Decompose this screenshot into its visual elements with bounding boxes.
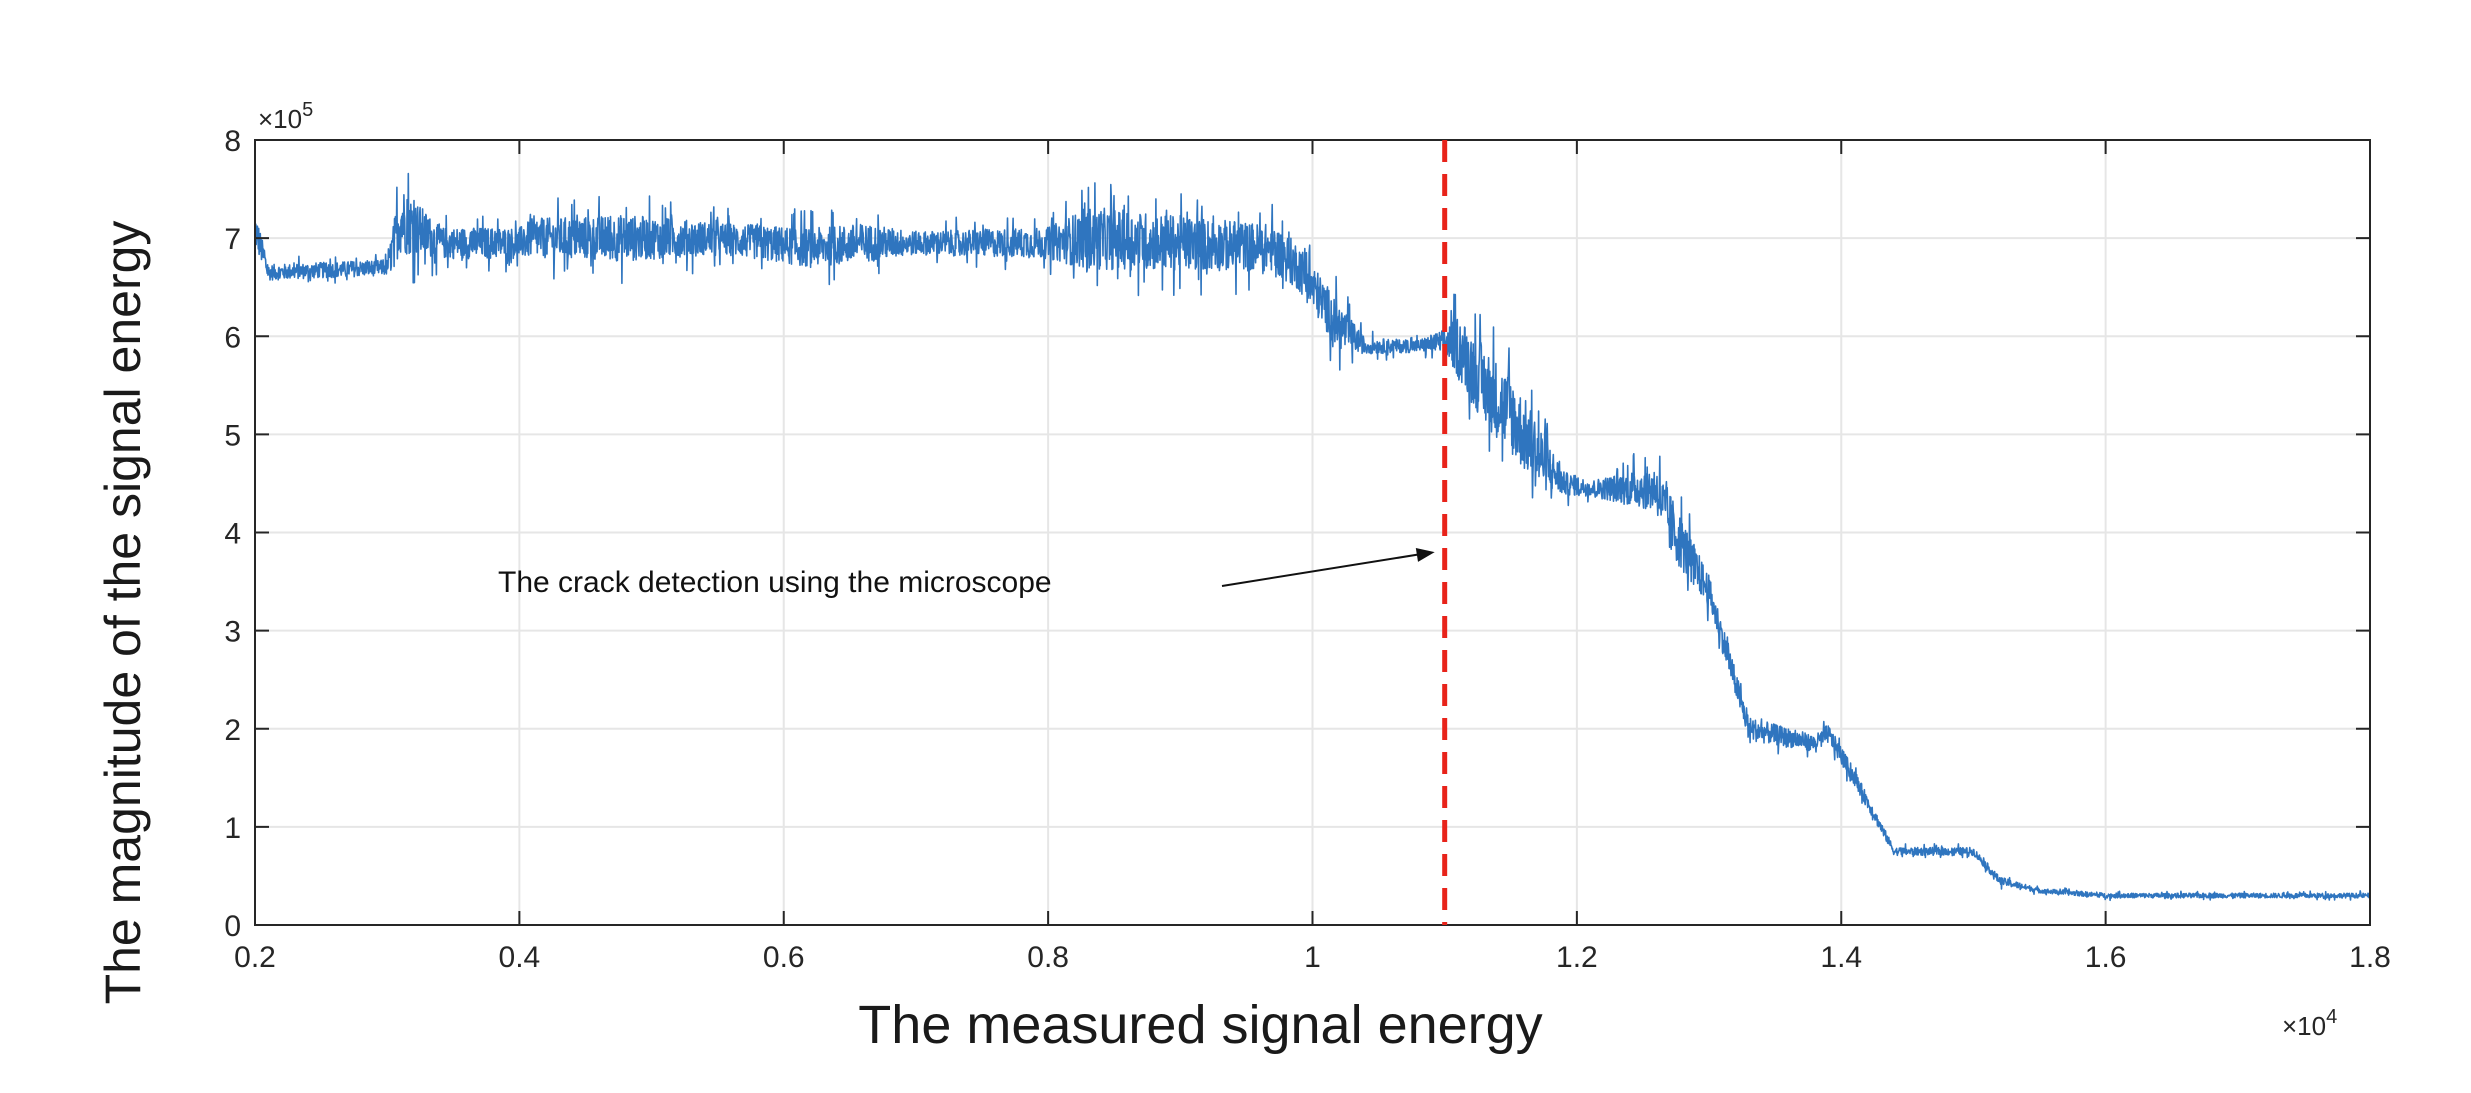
- x-tick-label: 0.8: [1027, 941, 1069, 974]
- y-axis-multiplier: ×105: [258, 99, 313, 134]
- x-tick-label: 1.2: [1556, 941, 1598, 974]
- y-axis-title: The magnitude of the signal energy: [95, 221, 151, 1005]
- y-tick-label: 6: [224, 321, 241, 354]
- y-tick-label: 8: [224, 125, 241, 158]
- annotation-text: The crack detection using the microscope: [498, 566, 1052, 599]
- y-tick-labels: 0 1 2 3 4 5 6 7 8: [224, 125, 241, 943]
- x-axis-multiplier: ×104: [2282, 1006, 2337, 1041]
- grid-lines: [254, 139, 2371, 926]
- y-tick-label: 2: [224, 714, 241, 747]
- x-tick-label: 1.4: [1820, 941, 1862, 974]
- x-tick-label: 1.8: [2349, 941, 2391, 974]
- x-tick-label: 0.4: [499, 941, 541, 974]
- y-tick-label: 1: [224, 812, 241, 845]
- x-tick-label: 0.2: [234, 941, 276, 974]
- x-tick-label: 1: [1304, 941, 1321, 974]
- x-tick-labels: 0.2 0.4 0.6 0.8 1 1.2 1.4 1.6 1.8: [234, 941, 2391, 974]
- x-tick-label: 1.6: [2085, 941, 2127, 974]
- annotation-arrowhead: [1415, 548, 1435, 562]
- y-tick-label: 3: [224, 616, 241, 649]
- annotation-arrow: [1221, 553, 1421, 587]
- data-series: [254, 172, 2371, 902]
- y-tick-label: 0: [224, 910, 241, 943]
- tick-marks: [254, 139, 2371, 926]
- series-line: [254, 172, 2371, 902]
- y-tick-label: 5: [224, 419, 241, 452]
- x-tick-label: 0.6: [763, 941, 805, 974]
- y-tick-label: 4: [224, 518, 241, 551]
- y-tick-label: 7: [224, 223, 241, 256]
- x-axis-title: The measured signal energy: [858, 995, 1542, 1055]
